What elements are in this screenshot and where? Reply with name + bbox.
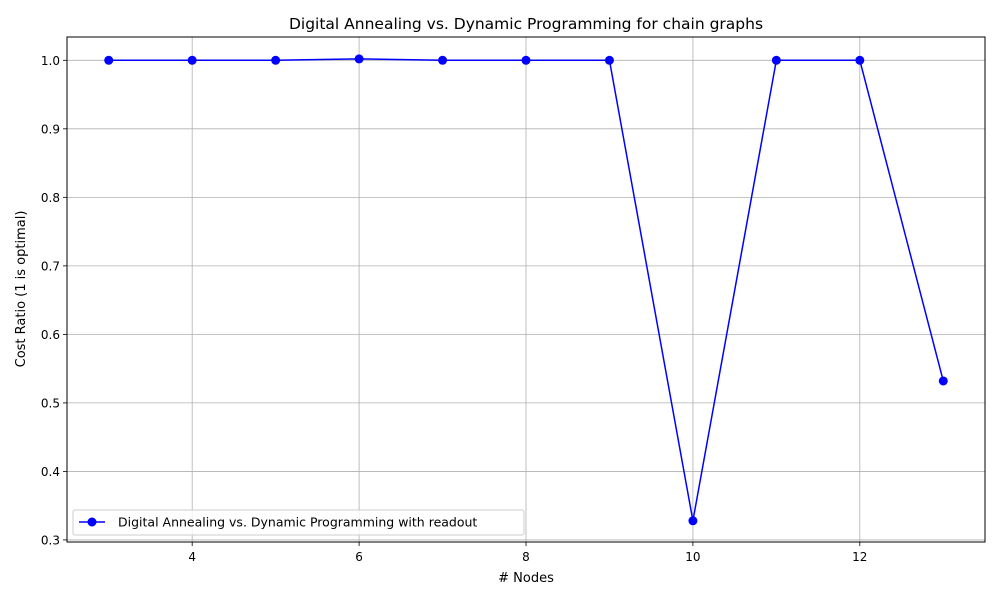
axis-ticks: 4 6 8 10 12 0.3 0.4 0.5 0.6 0.7 0.8 0.9 1.0 (41, 54, 868, 564)
data-point (521, 55, 531, 65)
data-point (354, 54, 364, 64)
legend-marker (87, 517, 97, 527)
data-point (104, 55, 114, 65)
x-tick-label: 4 (188, 550, 196, 564)
x-axis-title: # Nodes (498, 571, 554, 586)
x-tick-label: 12 (852, 550, 867, 564)
chart-title: Digital Annealing vs. Dynamic Programmin… (289, 15, 763, 33)
data-point (187, 55, 197, 65)
y-tick-label: 0.3 (41, 533, 60, 547)
data-point (771, 55, 781, 65)
data-point (688, 516, 698, 526)
y-tick-label: 0.5 (41, 396, 60, 410)
data-point (438, 55, 448, 65)
x-tick-label: 10 (685, 550, 700, 564)
data-point (604, 55, 614, 65)
y-tick-label: 0.7 (41, 259, 60, 273)
y-tick-label: 0.4 (41, 465, 60, 479)
data-point (855, 55, 865, 65)
legend: Digital Annealing vs. Dynamic Programmin… (72, 509, 525, 536)
y-tick-label: 1.0 (41, 54, 60, 68)
x-tick-label: 8 (522, 550, 530, 564)
y-tick-label: 0.8 (41, 191, 60, 205)
grid (67, 37, 985, 542)
data-point (938, 376, 948, 386)
data-point (271, 55, 281, 65)
y-tick-label: 0.9 (41, 122, 60, 136)
y-axis-title: Cost Ratio (1 is optimal) (14, 211, 29, 368)
x-tick-label: 6 (355, 550, 363, 564)
series-layer (104, 54, 948, 526)
y-tick-label: 0.6 (41, 328, 60, 342)
legend-label: Digital Annealing vs. Dynamic Programmin… (118, 515, 477, 530)
legend-box (72, 509, 525, 536)
